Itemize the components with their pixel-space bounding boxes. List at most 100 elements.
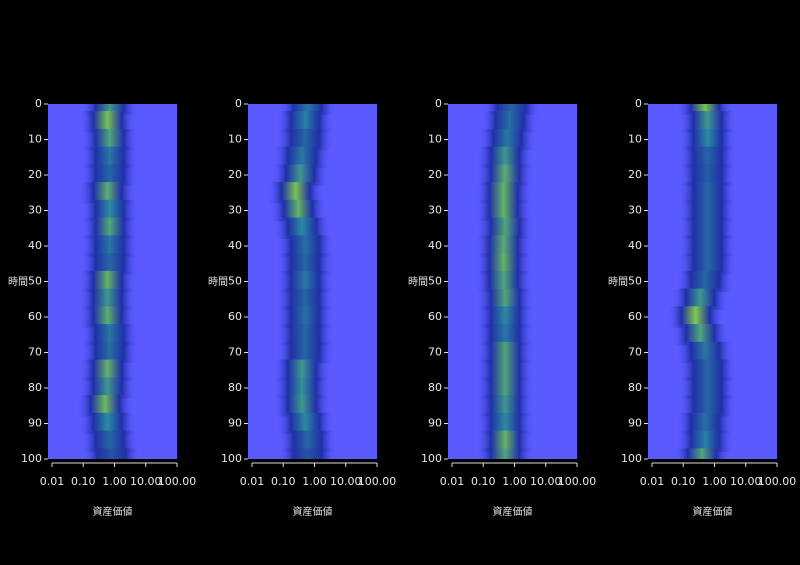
density-band (81, 324, 139, 346)
density-band (679, 217, 736, 239)
density-band (679, 111, 736, 133)
y-tick-label: 50 (428, 275, 442, 288)
y-tick-label: 60 (628, 310, 642, 323)
density-band (273, 146, 331, 168)
density-band (81, 104, 139, 115)
y-tick-label: 80 (628, 381, 642, 394)
density-band (476, 359, 534, 381)
y-tick-label: 0 (35, 97, 42, 110)
density-band (276, 341, 334, 364)
y-tick-label: 30 (228, 204, 242, 217)
panel: 0 10 20 30 40 50 60 70 80 90 100 0.01 0.10 1.00 10.001… (408, 97, 597, 518)
x-tick-label: 10.00 (530, 475, 562, 488)
x-tick-label: 10.00 (730, 475, 762, 488)
y-tick-label: 30 (28, 204, 42, 217)
density-band (276, 235, 334, 257)
y-tick-label: 10 (228, 133, 242, 146)
x-tick-label: 0.01 (40, 475, 65, 488)
density-band (476, 377, 534, 399)
density-band (267, 182, 325, 204)
density-band (476, 324, 534, 346)
y-tick-label: 90 (228, 417, 242, 430)
density-band (81, 235, 139, 257)
y-tick-label: 70 (228, 346, 242, 359)
density-band (679, 164, 736, 186)
x-tick-label: 0.10 (71, 475, 96, 488)
density-band (676, 104, 734, 115)
density-band (81, 146, 139, 168)
x-axis-label: 資産価値 (93, 505, 133, 518)
density-band (476, 412, 534, 435)
x-tick-label: 1.00 (302, 475, 327, 488)
y-tick-label: 20 (628, 168, 642, 181)
density-band (276, 270, 334, 293)
density-band (476, 448, 534, 459)
y-tick-label: 0 (635, 97, 642, 110)
y-tick-label: 70 (428, 346, 442, 359)
density-band (81, 164, 139, 186)
y-tick-label: 50 (228, 275, 242, 288)
y-tick-label: 60 (28, 310, 42, 323)
y-tick-label: 80 (28, 381, 42, 394)
density-band (679, 199, 736, 222)
density-band (79, 412, 136, 435)
panel: 0 10 20 30 40 50 60 70 80 90 100 0.01 0.10 1.00 10.001… (8, 97, 196, 518)
density-band (476, 164, 534, 186)
density-band (276, 412, 334, 435)
y-tick-label: 30 (428, 204, 442, 217)
density-band (81, 430, 139, 452)
density-band (276, 253, 334, 275)
density-band (679, 359, 736, 381)
x-tick-label: 100.00 (358, 475, 397, 488)
density-band (476, 341, 534, 364)
y-tick-label: 100 (621, 452, 642, 465)
density-band (79, 377, 136, 399)
y-tick-label: 40 (428, 239, 442, 252)
density-band (676, 341, 734, 364)
y-axis-label: 時間 (608, 276, 628, 288)
density-band (679, 377, 736, 399)
density-bands (667, 104, 736, 459)
density-band (673, 448, 731, 459)
density-band (679, 253, 736, 275)
density-band (76, 395, 134, 417)
density-band (81, 199, 139, 222)
density-band (679, 128, 736, 151)
density-band (79, 306, 136, 328)
density-band (475, 235, 533, 257)
density-band (83, 448, 140, 459)
density-band (273, 395, 331, 417)
x-tick-label: 100.00 (558, 475, 597, 488)
density-band (475, 253, 533, 275)
density-band (279, 430, 336, 452)
density-band (81, 128, 139, 151)
y-tick-label: 90 (628, 417, 642, 430)
density-bands (475, 104, 540, 459)
density-band (676, 270, 734, 293)
density-band (79, 359, 136, 381)
density-band (276, 288, 334, 310)
density-band (475, 182, 533, 204)
density-band (676, 430, 734, 452)
density-band (667, 306, 725, 328)
density-band (475, 270, 533, 293)
y-tick-label: 80 (428, 381, 442, 394)
x-tick-label: 1.00 (702, 475, 727, 488)
y-tick-label: 50 (28, 275, 42, 288)
x-tick-label: 0.01 (440, 475, 465, 488)
y-tick-label: 70 (28, 346, 42, 359)
density-band (273, 377, 331, 399)
y-tick-label: 40 (28, 239, 42, 252)
density-band (476, 306, 534, 328)
y-tick-label: 50 (628, 275, 642, 288)
y-tick-label: 90 (28, 417, 42, 430)
x-axis-label: 資産価値 (693, 505, 733, 518)
density-band (276, 306, 334, 328)
y-tick-label: 100 (221, 452, 242, 465)
y-tick-label: 0 (235, 97, 242, 110)
density-band (676, 412, 734, 435)
density-band (271, 164, 329, 186)
density-band (273, 217, 331, 239)
density-band (269, 199, 327, 222)
